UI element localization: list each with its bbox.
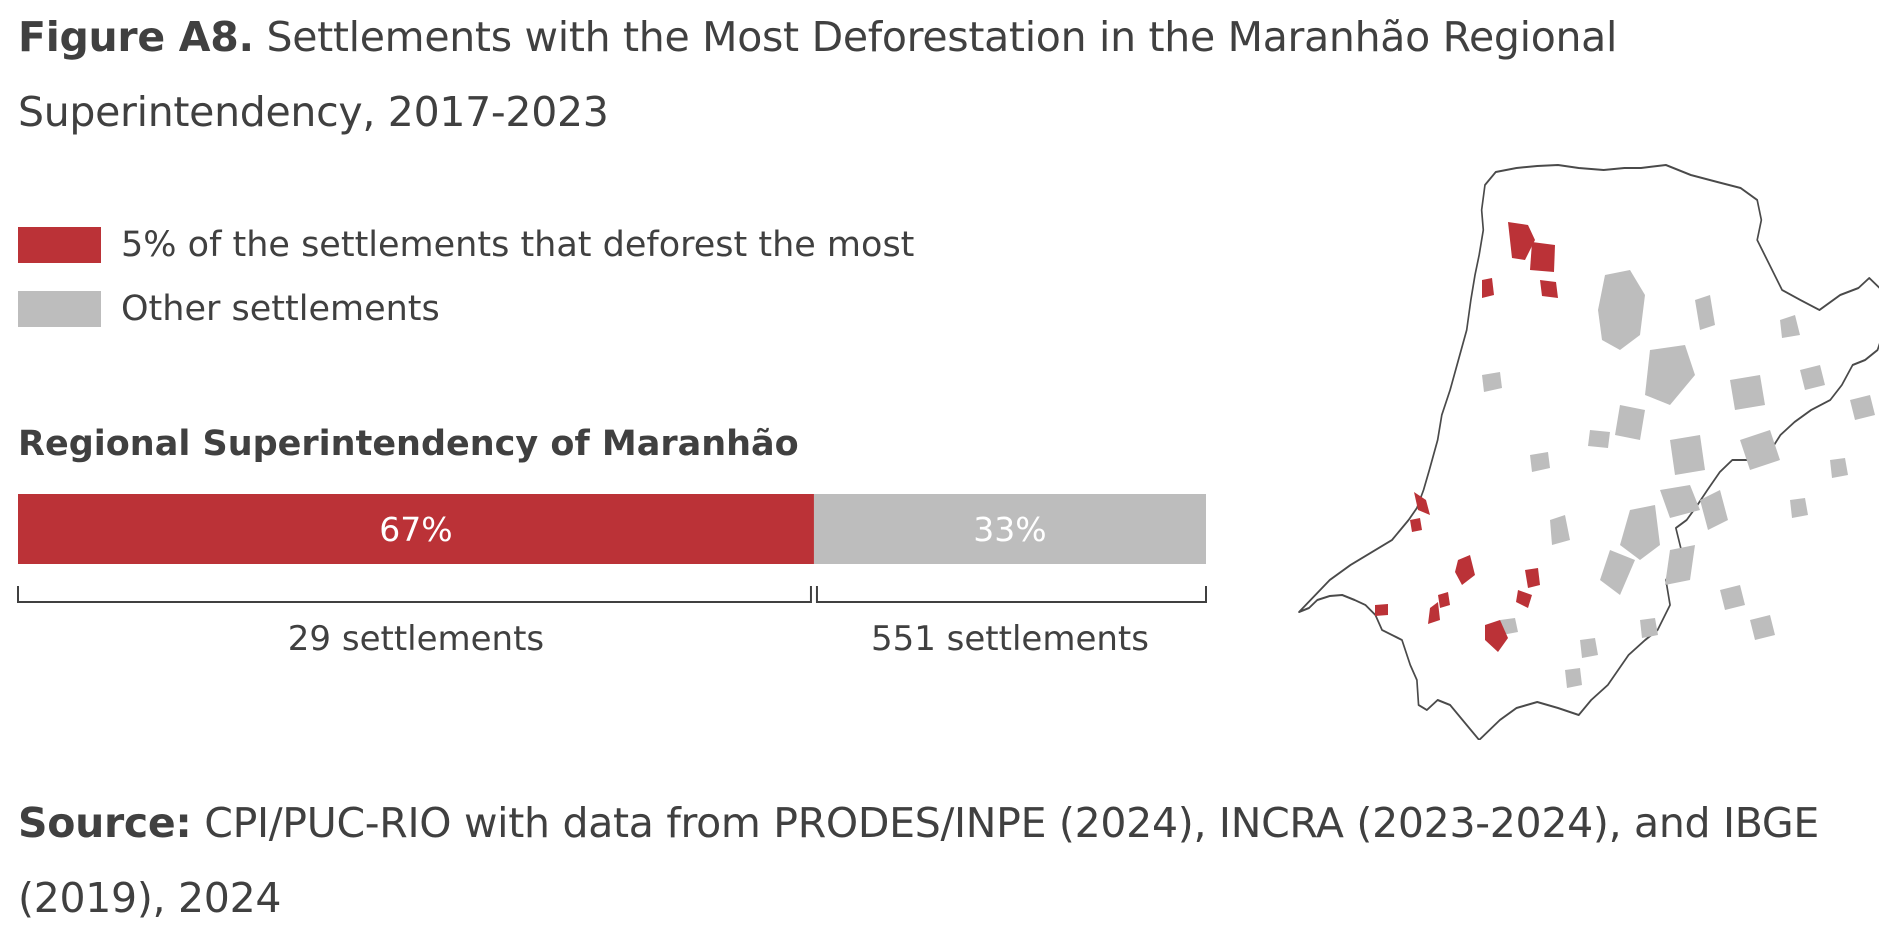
settlement-area: [1750, 615, 1775, 640]
settlement-area-top: [1485, 620, 1508, 652]
settlement-area: [1720, 585, 1745, 610]
settlement-area-top: [1516, 590, 1532, 608]
source-text: CPI/PUC-RIO with data from PRODES/INPE (…: [18, 799, 1819, 922]
top-deforesting-settlements-areas: [1375, 222, 1558, 652]
settlement-area: [1665, 545, 1695, 585]
settlement-area-top: [1525, 568, 1540, 588]
figure-title-text: Settlements with the Most Deforestation …: [18, 13, 1618, 136]
legend-item-top-settlements: 5% of the settlements that deforest the …: [18, 225, 915, 265]
source-label: Source:: [18, 799, 192, 847]
legend-swatch-gray: [18, 291, 101, 327]
other-settlements-areas: [1482, 270, 1875, 688]
settlement-area-top: [1508, 222, 1535, 260]
settlement-area: [1588, 430, 1610, 448]
bar-segment-other-settlements: [813, 494, 1206, 564]
settlement-area: [1620, 505, 1660, 560]
settlement-area: [1660, 485, 1700, 518]
settlement-area-top: [1410, 518, 1422, 532]
settlement-area: [1695, 295, 1715, 330]
settlement-area: [1482, 372, 1502, 392]
bar-data-label-other-settlements: 33%: [973, 510, 1046, 549]
maranhao-map: [1298, 164, 1879, 740]
settlement-area: [1615, 405, 1645, 440]
legend-swatch-red: [18, 227, 101, 263]
settlement-area: [1670, 435, 1705, 475]
chart-title: Regional Superintendency of Maranhão: [18, 424, 799, 464]
source-note: Source: CPI/PUC-RIO with data from PRODE…: [18, 786, 1848, 936]
settlement-area: [1800, 365, 1825, 390]
settlement-area: [1598, 270, 1645, 350]
figure-title: Figure A8. Settlements with the Most Def…: [18, 0, 1838, 150]
settlement-area: [1780, 315, 1800, 338]
settlement-area: [1580, 638, 1598, 658]
settlement-area-top: [1375, 604, 1388, 616]
settlement-area: [1790, 498, 1808, 518]
bar-data-label-top-settlements: 67%: [379, 510, 452, 549]
legend-label-other-settlements: Other settlements: [121, 289, 440, 329]
settlement-area: [1700, 490, 1728, 530]
stacked-bar-chart: 67% 29 settlements 33% 551 settlements: [17, 494, 1207, 659]
bar-segment-top-settlements: [18, 494, 814, 564]
settlement-area: [1730, 375, 1765, 410]
settlement-area-top: [1428, 602, 1440, 624]
settlement-area: [1640, 618, 1658, 638]
legend-label-top-settlements: 5% of the settlements that deforest the …: [121, 225, 915, 265]
settlement-area-top: [1438, 592, 1450, 608]
settlement-area: [1530, 452, 1550, 472]
settlement-area: [1850, 395, 1875, 420]
settlement-area: [1550, 515, 1570, 545]
settlement-area: [1830, 458, 1848, 478]
settlement-area-top: [1482, 278, 1494, 298]
bracket-top-settlements: [17, 586, 812, 603]
settlement-area-top: [1530, 242, 1555, 272]
settlement-area: [1740, 430, 1780, 470]
count-label-top-settlements: 29 settlements: [288, 619, 544, 659]
settlement-area-top: [1540, 280, 1558, 298]
figure-number: Figure A8.: [18, 13, 254, 61]
settlement-area: [1565, 668, 1582, 688]
bracket-other-settlements: [815, 586, 1207, 603]
count-label-other-settlements: 551 settlements: [871, 619, 1149, 659]
settlement-area: [1600, 550, 1635, 595]
legend-item-other-settlements: Other settlements: [18, 289, 440, 329]
settlement-area: [1645, 345, 1695, 405]
settlement-area-top: [1414, 492, 1430, 515]
settlement-area-top: [1455, 555, 1475, 585]
